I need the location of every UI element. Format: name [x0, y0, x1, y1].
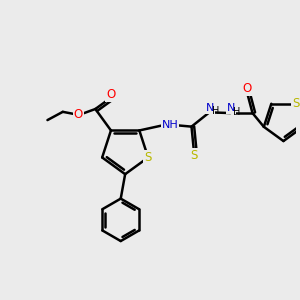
- Text: NH: NH: [162, 120, 178, 130]
- Text: S: S: [190, 149, 198, 162]
- Text: S: S: [292, 97, 299, 110]
- Text: O: O: [243, 82, 252, 95]
- Text: H: H: [212, 106, 219, 116]
- Text: H: H: [233, 106, 241, 117]
- Text: N: N: [206, 103, 214, 113]
- Text: O: O: [74, 108, 83, 121]
- Text: S: S: [144, 151, 152, 164]
- Text: O: O: [106, 88, 116, 101]
- Text: N: N: [227, 103, 235, 113]
